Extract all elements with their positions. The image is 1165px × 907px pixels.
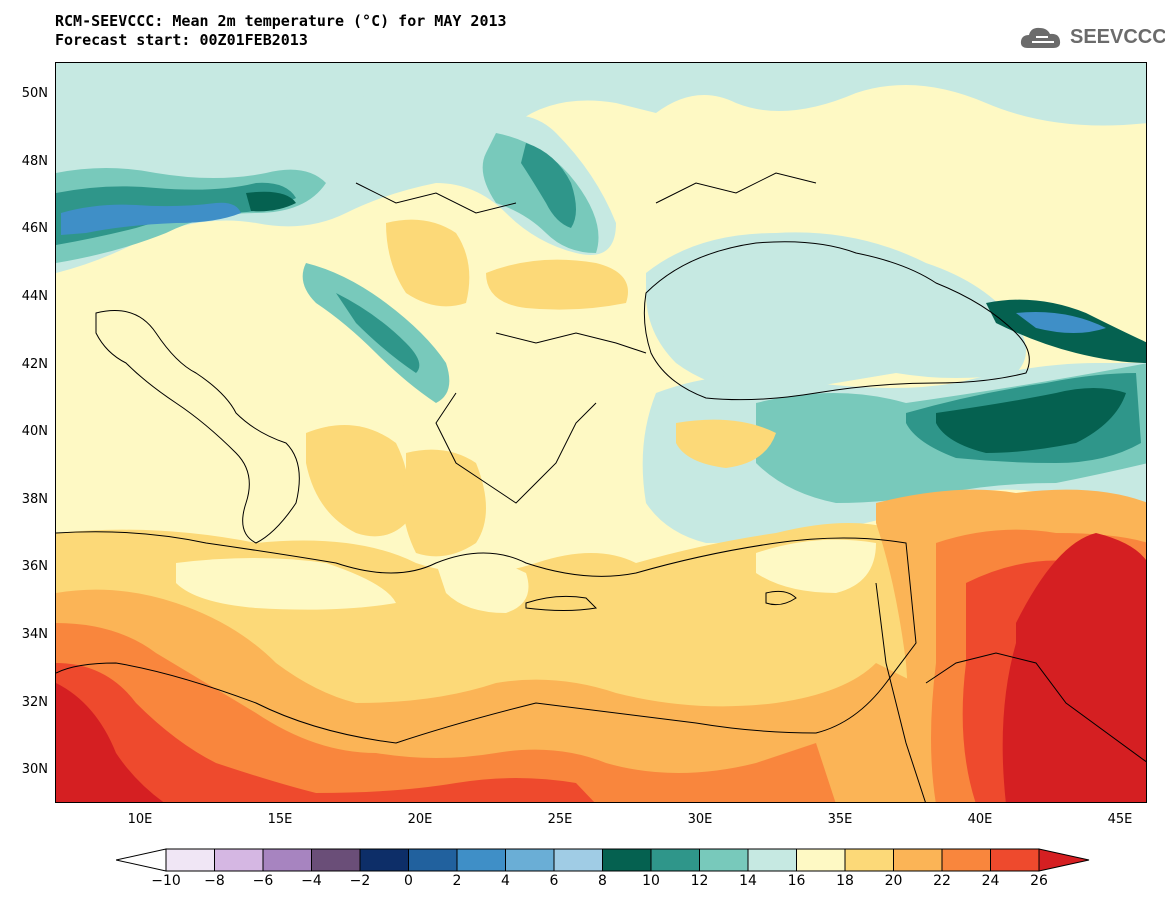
colorbar-label: −6: [252, 873, 274, 889]
lat-label: 50N: [21, 86, 48, 101]
colorbar-label: 10: [642, 873, 660, 889]
colorbar-label: 0: [404, 873, 413, 889]
colorbar-label: 8: [598, 873, 607, 889]
colorbar: [116, 848, 1090, 872]
cloud-icon: [1020, 27, 1061, 48]
colorbar-swatch: [844, 848, 894, 872]
lat-label: 44N: [21, 289, 48, 304]
colorbar-swatch: [747, 848, 797, 872]
lon-label: 35E: [827, 812, 853, 827]
greece-coastline: [435, 392, 597, 504]
colorbar-swatch: [990, 848, 1040, 872]
map-title: RCM-SEEVCCC: Mean 2m temperature (°C) fo…: [55, 12, 507, 50]
lat-label: 32N: [21, 695, 48, 710]
lon-label: 10E: [127, 812, 153, 827]
crete-outline: [525, 595, 598, 611]
colorbar-swatch: [553, 848, 603, 872]
lat-label: 42N: [21, 357, 48, 372]
colorbar-swatch: [505, 848, 555, 872]
colorbar-swatch: [699, 848, 749, 872]
seevccc-logo: SEEVCCC: [1018, 22, 1165, 54]
colorbar-label: 2: [452, 873, 462, 889]
colorbar-swatch: [359, 848, 409, 872]
lat-label: 30N: [21, 762, 48, 777]
lat-label: 36N: [21, 559, 48, 574]
colorbar-over-triangle: [1038, 848, 1090, 872]
border-central: [355, 182, 517, 214]
colorbar-label: −8: [204, 873, 225, 889]
cyprus-outline: [765, 590, 797, 606]
colorbar-label: −2: [349, 873, 371, 889]
mediterranean-coastline: [56, 531, 917, 744]
colorbar-label: 14: [739, 873, 757, 889]
colorbar-swatch: [650, 848, 700, 872]
colorbar-swatch: [893, 848, 943, 872]
lon-label: 45E: [1107, 812, 1133, 827]
colorbar-label: 24: [981, 873, 1000, 889]
lon-label: 15E: [267, 812, 293, 827]
colorbar-swatch: [311, 848, 361, 872]
colorbar-swatch: [165, 848, 215, 872]
colorbar-swatch: [602, 848, 652, 872]
colorbar-swatch: [408, 848, 458, 872]
colorbar-label: 12: [690, 873, 709, 889]
black-sea-coastline: [643, 241, 1030, 401]
colorbar-swatch: [941, 848, 991, 872]
levant-border: [875, 582, 926, 802]
colorbar-label: 20: [884, 873, 903, 889]
lat-label: 40N: [21, 424, 48, 439]
colorbar-under-triangle: [116, 848, 167, 872]
colorbar-swatch: [262, 848, 312, 872]
temperature-field: [56, 63, 1146, 802]
colorbar-swatch: [214, 848, 264, 872]
lat-label: 34N: [21, 627, 48, 642]
title-line-2: Forecast start: 00Z01FEB2013: [55, 31, 308, 49]
lon-label: 30E: [687, 812, 713, 827]
title-line-1: RCM-SEEVCCC: Mean 2m temperature (°C) fo…: [55, 12, 507, 30]
italy-coastline: [95, 310, 300, 544]
lon-label: 40E: [967, 812, 993, 827]
colorbar-label: −4: [301, 873, 322, 889]
border-bulgaria: [495, 332, 647, 354]
colorbar-label: 22: [933, 873, 951, 889]
colorbar-label: 18: [836, 873, 854, 889]
lat-label: 48N: [21, 154, 48, 169]
iraq-border: [925, 652, 1146, 763]
lat-label: 46N: [21, 221, 48, 236]
logo-text: SEEVCCC: [1070, 26, 1165, 48]
colorbar-label: 16: [787, 873, 806, 889]
lon-label: 20E: [407, 812, 433, 827]
lat-label: 38N: [21, 492, 48, 507]
temperature-map: [55, 62, 1147, 803]
colorbar-label: 26: [1030, 873, 1048, 889]
colorbar-swatch: [796, 848, 846, 872]
colorbar-swatch: [456, 848, 506, 872]
colorbar-label: −10: [151, 873, 181, 889]
border-ukraine: [655, 172, 817, 204]
lon-label: 25E: [547, 812, 573, 827]
colorbar-label: 4: [501, 873, 510, 889]
colorbar-label: 6: [549, 873, 559, 889]
